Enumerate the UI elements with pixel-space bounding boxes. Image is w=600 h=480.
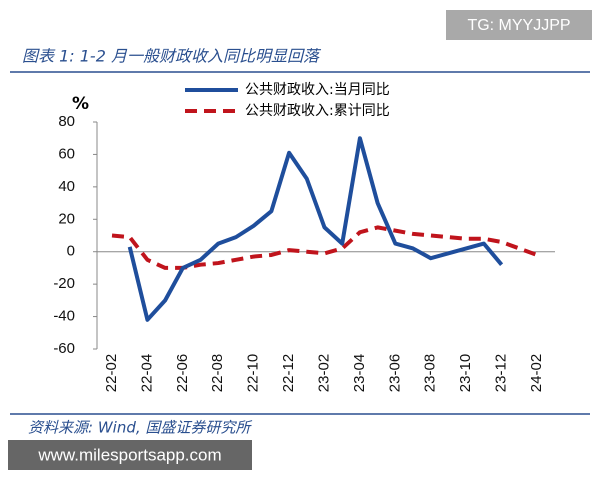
x-tick-label: 22-02	[103, 354, 120, 392]
x-tick-label: 23-12	[493, 354, 510, 392]
x-tick-label: 22-06	[174, 354, 191, 392]
y-tick-label: -40	[53, 308, 75, 325]
x-tick-label: 23-02	[315, 354, 332, 392]
legend-label: 公共财政收入:当月同比	[245, 82, 390, 98]
legend-label: 公共财政收入:累计同比	[245, 103, 390, 119]
y-tick-label: 80	[58, 113, 75, 130]
x-tick-label: 24-02	[528, 354, 545, 392]
x-tick-label: 23-10	[457, 354, 474, 392]
watermark: TG: MYYJJPP	[467, 17, 570, 34]
x-tick-label: 23-08	[422, 354, 439, 392]
watermark: www.milesportsapp.com	[37, 445, 221, 464]
y-tick-label: -60	[53, 340, 75, 357]
x-tick-label: 23-04	[351, 354, 368, 392]
y-tick-label: -20	[53, 275, 75, 292]
watermark-box	[446, 10, 592, 40]
x-tick-label: 22-08	[209, 354, 226, 392]
y-tick-label: 0	[67, 243, 75, 260]
x-tick-label: 23-06	[386, 354, 403, 392]
watermark-box	[8, 440, 252, 470]
source: 资料来源: Wind, 国盛证券研究所	[28, 419, 252, 437]
y-tick-label: 40	[58, 178, 75, 195]
chart-title: 图表 1: 1-2 月一般财政收入同比明显回落	[22, 47, 322, 66]
y-tick-label: 60	[58, 145, 75, 162]
y-axis-label: %	[72, 94, 89, 114]
x-tick-label: 22-12	[280, 354, 297, 392]
y-tick-label: 20	[58, 210, 75, 227]
x-tick-label: 22-10	[245, 354, 262, 392]
series-line	[127, 136, 504, 322]
x-tick-label: 22-04	[138, 354, 155, 392]
